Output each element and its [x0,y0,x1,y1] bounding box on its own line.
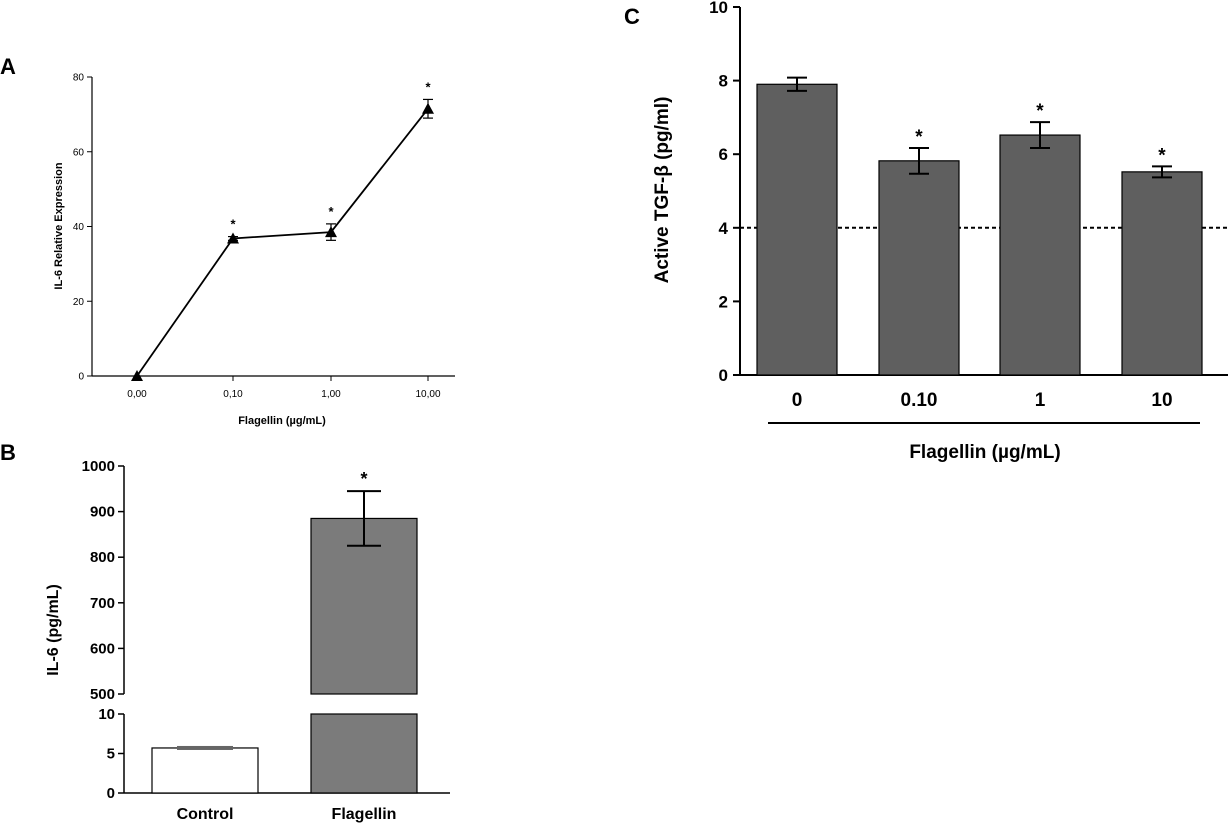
panel-c-y-tick-label: 6 [719,145,728,164]
panel-b-y-axis-label: IL-6 (pg/mL) [45,584,62,676]
panel-a-y-tick-label: 40 [73,222,85,233]
panel-c-y-tick-label: 0 [719,366,728,385]
panel-c-significance-star: * [1158,145,1166,166]
panel-a-x-tick-label: 0,10 [223,389,243,400]
panel-a-significance-star: * [425,79,431,94]
panel-c-error-bar [787,76,807,92]
panel-c-error-bar [909,146,929,175]
panel-c-significance-star: * [1036,101,1044,122]
panel-c-x-tick-label: 0 [792,390,803,411]
panel-c-bar-chart: C 0 2 4 6 8 10 * * * 0 0.10 1 10 Flagellin (µg/mL)… [624,0,1228,463]
panel-c-x-tick-label: 1 [1035,390,1046,411]
panel-b-bar-control [151,747,259,794]
panel-b-y-tick-label: 900 [90,504,115,521]
panel-c-bar [756,83,838,376]
panel-a-x-tick-label: 1,00 [321,389,341,400]
panel-b-y-tick-label: 800 [90,549,115,566]
panel-b-x-tick-label: Control [177,806,234,823]
panel-a-significance-star: * [328,204,334,219]
panel-a-x-tick-label: 10,00 [415,389,440,400]
panel-a-data-point [227,232,239,244]
panel-c-error-bar [1152,165,1172,179]
panel-c-x-axis-label: Flagellin (µg/mL) [909,442,1060,463]
panel-c-bar [1121,171,1203,376]
panel-b-y-tick-label: 10 [98,706,115,723]
panel-a-data-point [131,370,143,381]
panel-a-series-line [136,108,429,377]
panel-b-y-tick-label: 1000 [82,458,115,475]
panel-a-y-tick-label: 20 [73,297,85,308]
panel-a-y-tick-label: 0 [78,372,84,383]
panel-c-error-bar [1030,121,1050,149]
panel-a-y-tick-label: 80 [73,73,85,84]
panel-c-y-tick-label: 4 [719,219,729,238]
panel-c-y-axis-label: Active TGF-β (pg/ml) [652,97,673,284]
panel-a-x-tick-label: 0,00 [127,389,147,400]
panel-a-line-chart: A 0 20 40 60 80 0,00 0,10 1,00 10,00 * * * Flagel… [0,54,455,427]
panel-c-bar [878,160,960,376]
panel-c-y-tick-label: 8 [719,72,728,91]
panel-a-y-tick-label: 60 [73,147,85,158]
panel-b-bar-flagellin-lower [310,713,418,794]
panel-b-error-bar [347,490,381,547]
panel-b-bar-chart: B 500 600 700 800 900 1000 0 5 10 * Control Flage… [0,440,450,823]
panel-c-significance-star: * [915,127,923,148]
panel-b-letter: B [0,440,16,465]
panel-a-x-axis-label: Flagellin (µg/mL) [238,415,326,427]
panel-c-x-tick-label: 10 [1151,390,1172,411]
panel-b-y-tick-label: 700 [90,595,115,612]
panel-b-significance-star: * [360,469,367,489]
panel-b-y-tick-label: 500 [90,686,115,703]
panel-a-y-axis-label: IL-6 Relative Expression [53,162,65,289]
panel-c-y-tick-label: 2 [719,292,728,311]
panel-b-y-tick-label: 0 [107,785,115,802]
panel-c-x-tick-label: 0.10 [901,390,938,411]
panel-b-y-tick-label: 600 [90,640,115,657]
panel-c-letter: C [624,4,640,29]
panel-c-bar [999,134,1081,376]
panel-b-error-bar [177,745,233,750]
panel-c-y-tick-label: 10 [709,0,728,17]
panel-b-x-tick-label: Flagellin [332,806,397,823]
panel-a-data-point [422,102,434,114]
panel-a-data-point [325,226,337,238]
panel-b-y-tick-label: 5 [107,746,115,763]
panel-a-significance-star: * [230,217,236,232]
panel-a-letter: A [0,54,16,79]
